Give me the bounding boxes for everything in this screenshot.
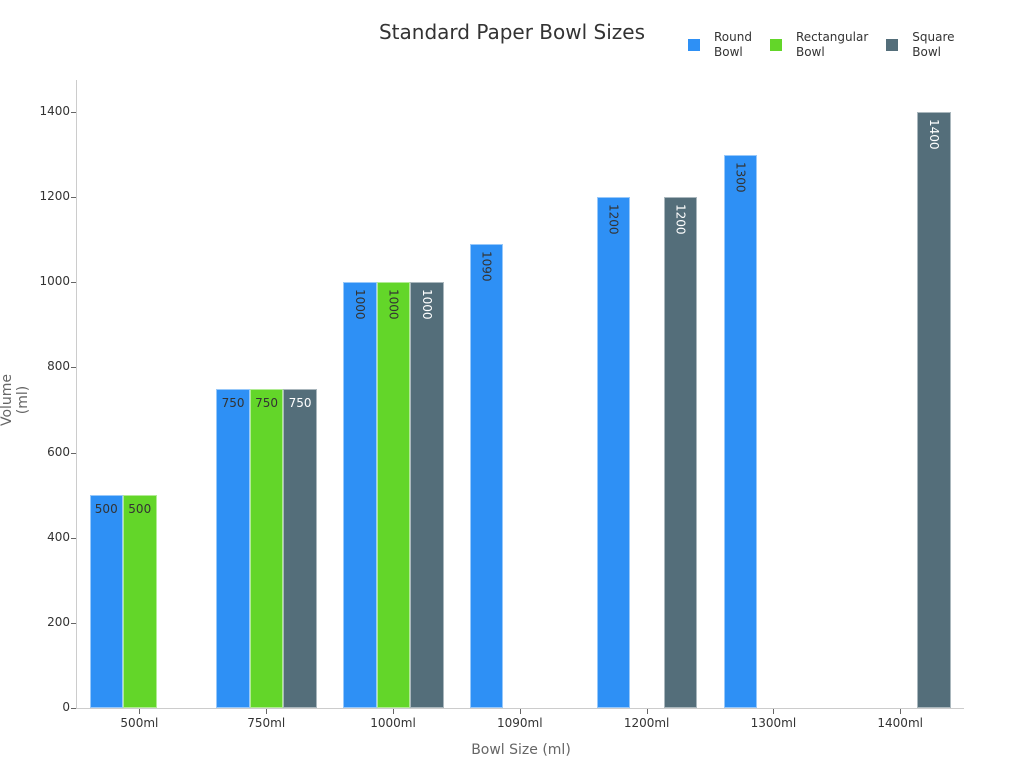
x-tick-label: 500ml	[120, 716, 159, 730]
legend-swatch-square-bowl	[886, 39, 899, 51]
bar-square-bowl[interactable]: 750	[283, 388, 317, 708]
bar-value-label: 1000	[352, 289, 367, 320]
x-tick-label: 1000ml	[370, 716, 416, 730]
y-tick-mark	[71, 282, 76, 284]
bar-value-label: 1200	[673, 204, 688, 235]
legend-swatch-rectangular-bowl	[769, 39, 782, 51]
legend: Round Bowl Rectangular Bowl Square Bowl	[688, 30, 973, 60]
y-tick-label: 600	[47, 444, 70, 459]
y-tick-label: 1200	[39, 189, 70, 204]
x-tick-mark	[646, 709, 648, 714]
bar-round-bowl[interactable]: 500	[89, 495, 123, 708]
y-axis-label: Volume (ml)	[0, 373, 31, 427]
y-tick-label: 1400	[39, 104, 70, 118]
y-tick-mark	[71, 197, 76, 199]
y-tick-mark	[71, 367, 76, 369]
bar-round-bowl[interactable]: 1090	[469, 243, 504, 708]
x-tick-mark	[900, 709, 902, 714]
y-tick-mark	[71, 112, 76, 113]
bar-value-label: 750	[255, 395, 278, 410]
bar-square-bowl[interactable]: 1200	[663, 197, 698, 708]
bar-rectangular-bowl[interactable]: 1000	[376, 282, 411, 708]
y-tick-label: 400	[47, 529, 70, 544]
bar-value-label: 1200	[606, 204, 621, 235]
bar-value-label: 1400	[927, 119, 942, 150]
x-tick-label: 1300ml	[750, 716, 797, 730]
y-axis-line	[76, 80, 77, 708]
x-tick-mark	[139, 709, 141, 714]
x-tick-mark	[519, 709, 521, 714]
legend-item-square-bowl[interactable]: Square Bowl	[886, 30, 955, 60]
bar-rectangular-bowl[interactable]: 500	[123, 495, 157, 708]
x-tick-label: 1090ml	[497, 716, 543, 730]
bar-round-bowl[interactable]: 1200	[596, 197, 631, 708]
legend-item-rectangular-bowl[interactable]: Rectangular Bowl	[769, 30, 868, 60]
y-tick-label: 800	[47, 359, 70, 374]
y-tick-label: 200	[47, 614, 70, 629]
bar-round-bowl[interactable]: 1000	[343, 282, 377, 708]
y-tick-mark	[71, 708, 76, 709]
y-tick-mark	[71, 452, 76, 454]
bar-square-bowl[interactable]: 1000	[410, 282, 444, 708]
bar-value-label: 1090	[479, 250, 494, 282]
y-tick-mark	[71, 622, 76, 624]
x-tick-mark	[393, 709, 394, 714]
x-axis-line	[76, 708, 964, 709]
y-tick-label: 1000	[39, 274, 70, 289]
chart-title: Standard Paper Bowl Sizes	[378, 20, 646, 44]
bar-round-bowl[interactable]: 1300	[723, 154, 757, 708]
bar-value-label: 1000	[386, 289, 401, 320]
legend-item-round-bowl[interactable]: Round Bowl	[688, 30, 752, 60]
bar-rectangular-bowl[interactable]: 750	[249, 388, 284, 708]
y-tick-mark	[71, 537, 76, 539]
bar-value-label: 500	[94, 502, 118, 517]
bar-value-label: 1000	[419, 289, 434, 320]
x-axis-label: Bowl Size (ml)	[471, 742, 571, 758]
x-tick-mark	[266, 709, 268, 714]
x-tick-label: 1400ml	[877, 716, 923, 730]
x-tick-label: 750ml	[247, 716, 286, 730]
x-tick-mark	[773, 709, 775, 714]
bar-value-label: 500	[128, 502, 152, 517]
bar-value-label: 750	[221, 395, 245, 410]
x-tick-label: 1200ml	[623, 716, 670, 730]
bar-round-bowl[interactable]: 750	[216, 388, 250, 708]
y-tick-label: 0	[62, 700, 70, 714]
legend-swatch-round-bowl	[688, 39, 700, 51]
bar-value-label: 1300	[733, 161, 748, 193]
bar-value-label: 750	[288, 395, 312, 410]
bar-square-bowl[interactable]: 1400	[917, 112, 951, 708]
